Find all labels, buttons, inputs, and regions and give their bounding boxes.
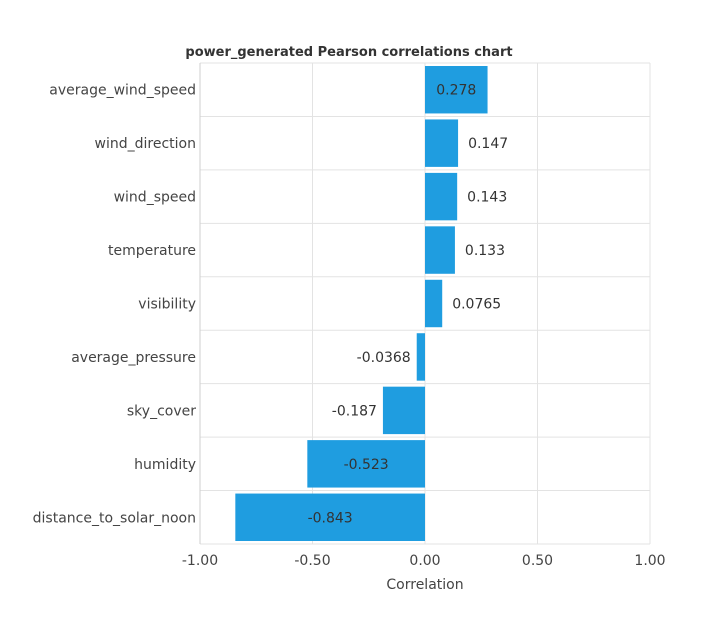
x-tick-labels: -1.00 -0.50 0.00 0.50 1.00: [182, 553, 666, 569]
category-label: wind_direction: [95, 136, 196, 152]
category-label: average_wind_speed: [49, 83, 196, 99]
category-label: sky_cover: [127, 403, 196, 419]
chart-title: power_generated Pearson correlations cha…: [185, 45, 512, 60]
bar-humidity: [307, 440, 425, 488]
x-axis-label: Correlation: [386, 577, 463, 593]
x-tick-label: 0.50: [522, 553, 553, 569]
data-label: -0.187: [332, 403, 377, 419]
bar-wind-direction: [425, 119, 459, 167]
data-label: -0.0368: [357, 350, 411, 366]
data-label: 0.133: [465, 243, 505, 259]
bar-average-wind-speed: [425, 66, 488, 114]
category-label: temperature: [108, 243, 196, 259]
x-tick-label: -1.00: [182, 553, 218, 569]
x-tick-label: 0.00: [409, 553, 440, 569]
data-labels: 0.278 0.147 0.143 0.133 0.0765 -0.0368 -0.187 -…: [308, 83, 509, 527]
bar-distance-to-solar-noon: [235, 493, 425, 541]
data-label: 0.143: [467, 190, 507, 206]
data-label: 0.147: [468, 136, 508, 152]
category-label: average_pressure: [71, 350, 196, 366]
grid-lines: [199, 62, 651, 545]
x-tick-label: -0.50: [294, 553, 330, 569]
category-label: visibility: [138, 297, 196, 313]
bar-visibility: [425, 279, 443, 328]
data-label: -0.523: [344, 457, 389, 473]
data-label: 0.278: [436, 83, 476, 99]
x-tick-label: 1.00: [634, 553, 665, 569]
data-label: -0.843: [308, 510, 353, 526]
category-labels: average_wind_speed wind_direction wind_spe…: [33, 83, 197, 527]
bar-average-pressure: [416, 333, 425, 381]
category-label: humidity: [134, 457, 196, 473]
bar-wind-speed: [425, 172, 458, 221]
category-label: wind_speed: [114, 190, 196, 206]
data-label: 0.0765: [452, 297, 501, 313]
bar-sky-cover: [382, 386, 425, 435]
bar-temperature: [425, 226, 455, 274]
category-label: distance_to_solar_noon: [33, 510, 196, 526]
bars: [235, 66, 488, 541]
